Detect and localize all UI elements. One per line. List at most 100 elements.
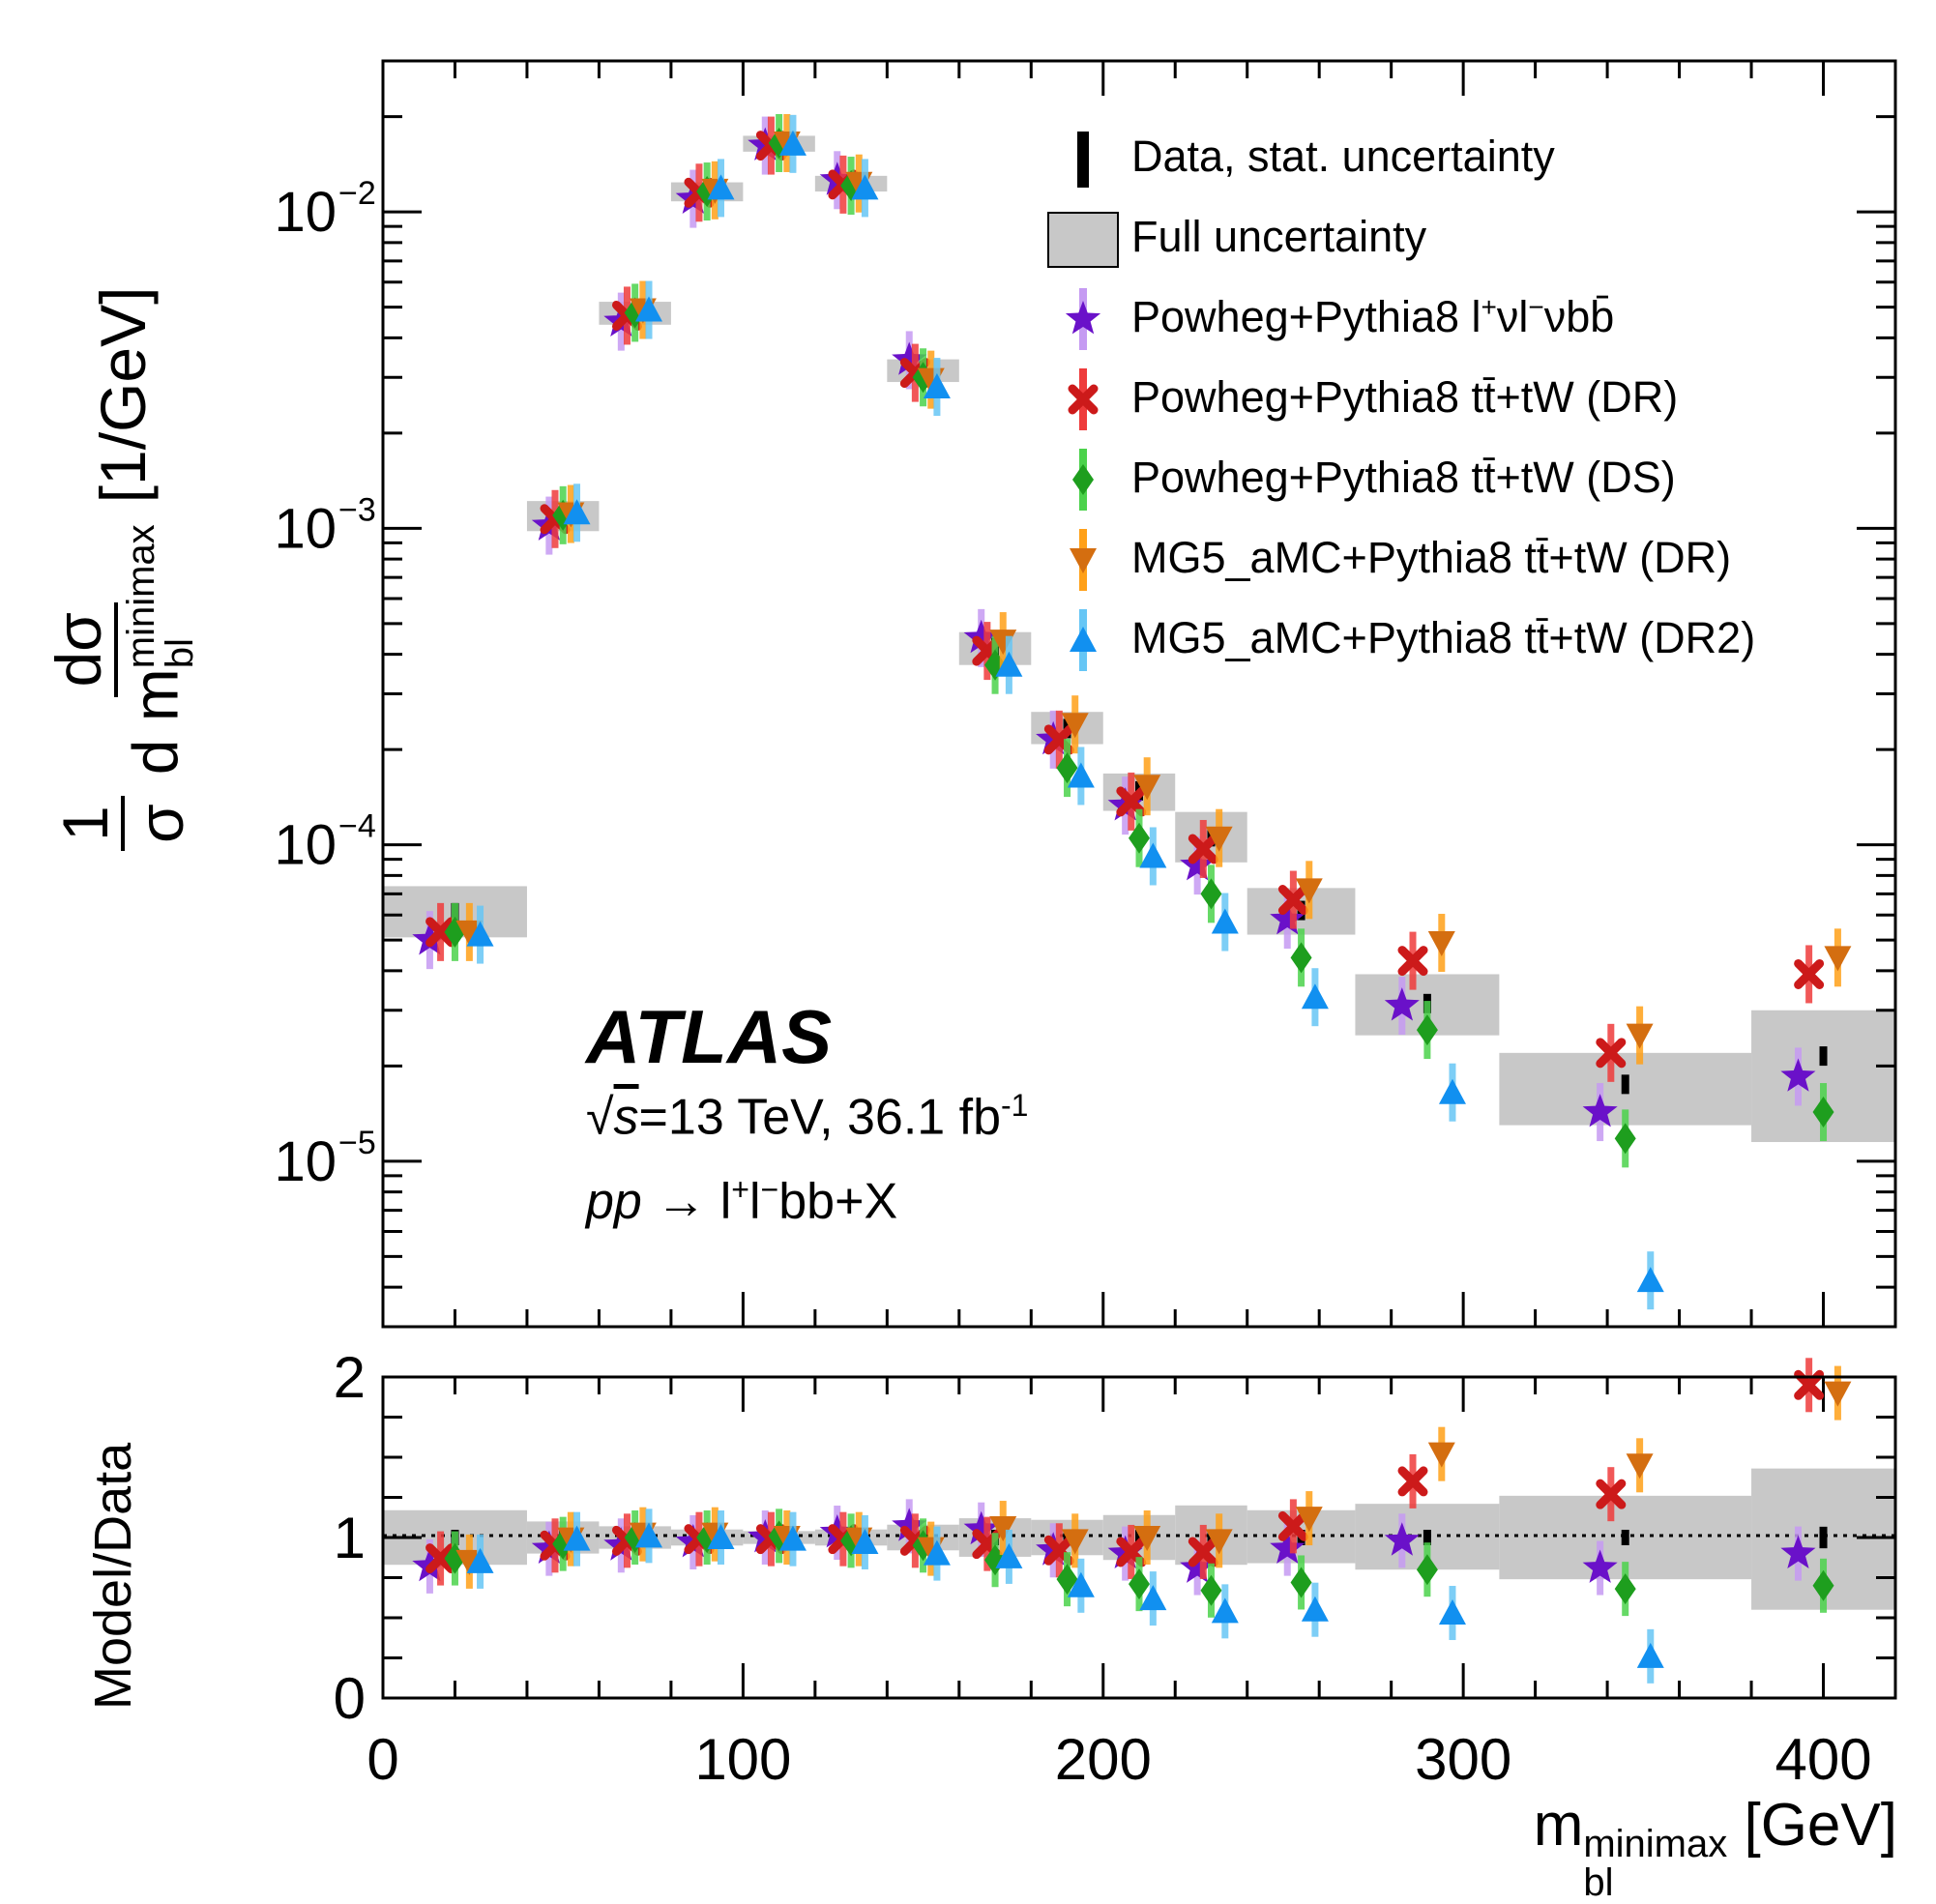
main-mark-s1-9	[1116, 786, 1147, 817]
y-tick-label-2: 10	[274, 814, 337, 877]
ratio-mark-s1-12	[1397, 1466, 1428, 1497]
legend-marker-data	[1077, 132, 1089, 188]
energy-label: √s=13 TeV, 36.1 fb-1	[586, 1088, 1028, 1146]
main-mark-s0-11	[1270, 901, 1305, 935]
ratio-mark-s4-4	[778, 1525, 807, 1551]
y-tick-label-3: 10	[274, 1130, 337, 1193]
main-mark-s0-13	[1582, 1094, 1618, 1128]
main-mark-s4-10	[1211, 908, 1239, 934]
ratio-y-tick-label-0: 0	[334, 1666, 366, 1731]
ratio-mark-s4-6	[923, 1539, 951, 1566]
main-mark-s3-12	[1427, 931, 1455, 957]
ratio-mark-s1-13	[1596, 1479, 1627, 1509]
main-mark-s4-7	[995, 651, 1023, 677]
energy-s: s	[613, 1089, 639, 1146]
ratio-mark-s4-13	[1636, 1642, 1664, 1668]
main-mark-s2-9	[1129, 822, 1150, 854]
main-mark-s0-7	[963, 619, 999, 654]
main-mark-s0-12	[1384, 987, 1420, 1021]
xlabel-sup: minimax	[1583, 1823, 1728, 1865]
ratio-mark-s4-0	[466, 1547, 494, 1573]
legend-marker-full-unc	[1047, 212, 1119, 268]
main-mark-s3-0	[455, 920, 484, 946]
main-mark-s1-0	[425, 917, 456, 948]
main-data-point-13	[1621, 1074, 1629, 1095]
main-mark-s4-8	[1067, 762, 1095, 788]
ratio-mark-s3-7	[989, 1516, 1017, 1542]
main-mark-s3-7	[989, 630, 1017, 656]
ylabel-sup: minimax	[120, 524, 162, 669]
main-mark-s0-14	[1780, 1058, 1816, 1092]
ratio-mark-s0-14	[1780, 1535, 1816, 1568]
ratio-mark-s1-0-stroke-b	[425, 1543, 456, 1574]
main-mark-s2-13	[1614, 1123, 1636, 1155]
ratio-mark-s4-11	[1301, 1596, 1329, 1622]
main-mark-s2-8	[1056, 752, 1078, 784]
process-sup1: +	[731, 1172, 749, 1207]
x-tick-label-400: 400	[1775, 1727, 1871, 1792]
ratio-mark-s1-11	[1277, 1510, 1308, 1541]
ratio-mark-s3-8	[1061, 1529, 1089, 1555]
legend-label-powheg-dr: Powheg+Pythia8 tt̄+tW (DR)	[1131, 372, 1679, 422]
main-data-point-14	[1819, 1046, 1828, 1067]
ylabel-dm-text: d m	[119, 668, 191, 776]
y-tick-exp-1: −3	[338, 491, 376, 528]
main-mark-s4-6	[923, 373, 951, 399]
ratio-mark-s2-13	[1614, 1573, 1636, 1605]
main-mark-s0-6	[892, 341, 927, 375]
legend-marker-4	[1070, 627, 1097, 652]
ratio-mark-s2-10	[1200, 1574, 1222, 1606]
xlabel-sub: bl	[1583, 1861, 1614, 1904]
ratio-mark-s3-14	[1824, 1381, 1852, 1407]
ratio-mark-s1-12-stroke-b	[1397, 1466, 1428, 1497]
ylabel-fraction-one: 1 σ	[49, 796, 196, 851]
legend-label-mg-dr2: MG5_aMC+Pythia8 tt̄+tW (DR2)	[1131, 613, 1756, 662]
ylabel-unit: [1/GeV]	[87, 286, 159, 504]
ratio-mark-s2-8	[1056, 1564, 1078, 1596]
main-mark-s1-11	[1277, 885, 1308, 916]
legend-label-mg-dr: MG5_aMC+Pythia8 tt̄+tW (DR)	[1131, 533, 1732, 582]
ratio-mark-s4-1	[563, 1525, 591, 1551]
legend-llbb-sup2: −	[1528, 292, 1544, 322]
ratio-mark-s4-10	[1211, 1597, 1239, 1624]
ratio-mark-s2-12	[1416, 1554, 1438, 1586]
ratio-mark-s1-11-stroke-b	[1277, 1510, 1308, 1541]
main-mark-s1-11-stroke-b	[1277, 885, 1308, 916]
process-sup2: −	[760, 1172, 779, 1207]
ylabel-one: 1	[49, 796, 125, 851]
main-plot-frame	[381, 59, 1897, 1329]
main-mark-s1-10	[1188, 834, 1218, 864]
ratio-mark-s2-11	[1290, 1567, 1312, 1598]
x-tick-label-200: 200	[1055, 1727, 1152, 1792]
ratio-mark-s1-13-stroke-b	[1596, 1479, 1627, 1509]
ylabel-sub: bl	[159, 638, 201, 669]
main-mark-s4-9	[1139, 842, 1167, 868]
ratio-mark-s4-3	[707, 1524, 735, 1549]
main-mark-s1-12	[1397, 946, 1428, 977]
main-mark-s4-2	[635, 296, 663, 322]
main-mark-s4-3	[707, 174, 735, 200]
ratio-mark-s4-2	[635, 1522, 663, 1548]
legend-markers	[1047, 132, 1119, 671]
ratio-data-marks	[412, 1358, 1852, 1684]
legend-label-powheg-ds: Powheg+Pythia8 tt̄+tW (DS)	[1131, 453, 1676, 502]
main-mark-s1-0-stroke-b	[425, 917, 456, 948]
ratio-mark-s1-0	[425, 1543, 456, 1574]
legend-marker-0	[1065, 301, 1101, 335]
legend-llbb-a: Powheg+Pythia8 l	[1131, 292, 1481, 341]
main-mark-s1-14	[1794, 958, 1825, 989]
main-mark-s1-9-stroke-b	[1116, 786, 1147, 817]
main-mark-s2-11	[1290, 942, 1312, 974]
y-tick-exp-2: −4	[338, 808, 376, 845]
x-tick-label-100: 100	[694, 1727, 791, 1792]
ratio-mark-s4-5	[851, 1528, 879, 1554]
xlabel-unit: [GeV]	[1744, 1792, 1897, 1859]
ratio-data-point-9	[1135, 1530, 1143, 1545]
legend-marker-1	[1068, 384, 1099, 415]
main-mark-s4-0	[466, 921, 494, 947]
ratio-mark-s2-14	[1812, 1569, 1834, 1601]
main-mark-s4-11	[1301, 983, 1329, 1010]
ylabel-fraction-dsigma: dσ d m minimax bl	[43, 524, 201, 776]
ratio-mark-s0-6	[892, 1508, 927, 1541]
ratio-mark-s3-12	[1427, 1442, 1455, 1468]
